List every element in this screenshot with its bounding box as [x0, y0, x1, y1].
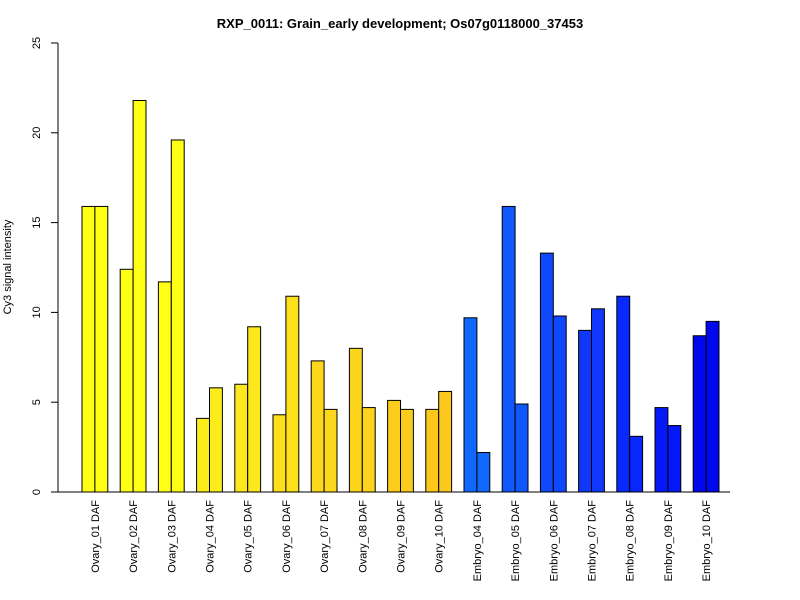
- category-label: Ovary_09 DAF: [396, 500, 408, 573]
- bar-9-1: [387, 399, 402, 493]
- bar-4-2: [209, 387, 223, 493]
- bar-11-1: [463, 317, 478, 493]
- bar-14-2: [591, 308, 605, 493]
- bar-16-2: [667, 425, 682, 493]
- bar-3-2: [170, 139, 185, 493]
- y-axis-label: Cy3 signal intensity: [2, 219, 14, 314]
- category-label: Embryo_05 DAF: [510, 500, 522, 582]
- category-label: Ovary_04 DAF: [205, 500, 217, 573]
- category-label: Ovary_06 DAF: [281, 500, 293, 573]
- category-label: Embryo_06 DAF: [548, 500, 560, 582]
- category-label: Ovary_02 DAF: [128, 500, 140, 573]
- bar-17-1: [692, 335, 707, 493]
- y-tick-label: 15: [31, 216, 43, 228]
- bar-13-2: [552, 315, 567, 493]
- bar-2-2: [132, 99, 147, 493]
- bar-6-1: [272, 414, 287, 493]
- category-labels: Ovary_01 DAF Ovary_02 DAF Ovary_03 DAF Ovar…: [90, 500, 713, 582]
- category-label: Ovary_01 DAF: [90, 500, 102, 573]
- bar-11-2: [476, 451, 491, 493]
- bar-16-1: [654, 407, 669, 493]
- category-label: Ovary_03 DAF: [166, 500, 178, 573]
- y-tick-label: 0: [31, 489, 43, 495]
- bar-10-2: [438, 390, 453, 493]
- bar-12-1: [501, 205, 516, 493]
- bar-12-2: [514, 403, 529, 493]
- category-label: Ovary_07 DAF: [319, 500, 331, 573]
- bar-7-1: [310, 360, 325, 493]
- bar-13-1: [539, 252, 554, 493]
- bar-7-2: [323, 408, 338, 493]
- bar-15-1: [616, 295, 631, 493]
- y-tick-label: 25: [31, 37, 43, 49]
- category-label: Embryo_07 DAF: [587, 500, 599, 582]
- bar-10-1: [425, 408, 440, 493]
- y-tick-label: 10: [31, 306, 43, 318]
- bar-3-1: [157, 281, 172, 493]
- y-tick-label: 20: [31, 127, 43, 139]
- chart-title: RXP_0011: Grain_early development; Os07g…: [217, 16, 583, 31]
- bar-1-2: [94, 205, 109, 493]
- bar-4-1: [196, 417, 211, 493]
- bar-5-1: [234, 383, 249, 493]
- category-label: Embryo_09 DAF: [663, 500, 675, 582]
- bar-2-1: [119, 268, 134, 493]
- bar-14-1: [578, 329, 592, 493]
- category-label: Embryo_10 DAF: [701, 500, 713, 582]
- bars: [81, 99, 720, 493]
- y-tick-label: 5: [31, 399, 43, 405]
- bar-8-2: [361, 407, 376, 493]
- bar-1-1: [81, 205, 96, 493]
- category-label: Ovary_05 DAF: [243, 500, 255, 573]
- category-label: Ovary_08 DAF: [357, 500, 369, 573]
- category-label: Embryo_04 DAF: [472, 500, 484, 582]
- category-label: Ovary_10 DAF: [434, 500, 446, 573]
- bar-5-2: [247, 326, 262, 493]
- y-axis: 0 5 10 15 20 25: [31, 37, 59, 495]
- bar-17-2: [705, 320, 720, 493]
- bar-8-1: [348, 347, 363, 493]
- bar-6-2: [285, 295, 300, 493]
- bar-9-2: [400, 408, 414, 493]
- category-label: Embryo_08 DAF: [625, 500, 637, 582]
- bar-15-2: [629, 435, 644, 493]
